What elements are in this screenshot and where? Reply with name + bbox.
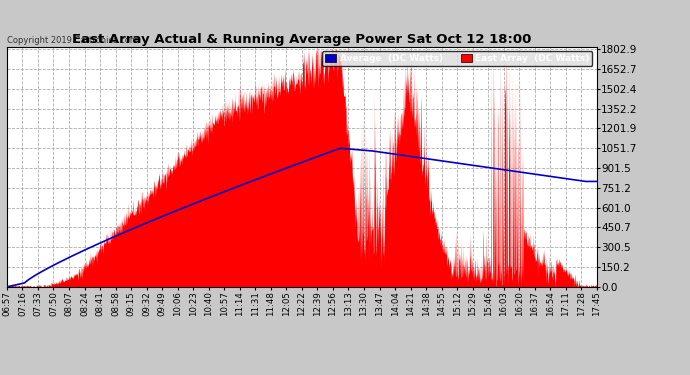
Title: East Array Actual & Running Average Power Sat Oct 12 18:00: East Array Actual & Running Average Powe…	[72, 33, 531, 46]
Text: Copyright 2019 Cartronics.com: Copyright 2019 Cartronics.com	[7, 36, 138, 45]
Legend: Average  (DC Watts), East Array  (DC Watts): Average (DC Watts), East Array (DC Watts…	[322, 51, 592, 66]
